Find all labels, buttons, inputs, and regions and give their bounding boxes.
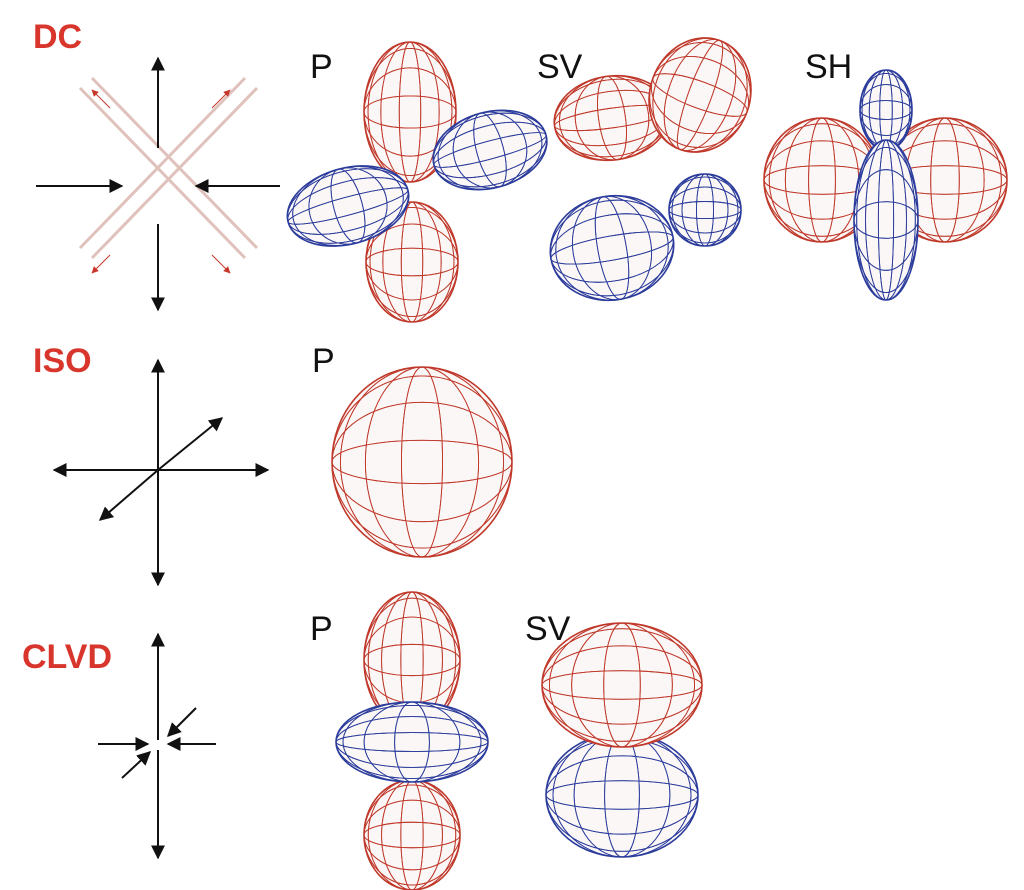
clvd-arrow-diag-ne-in (167, 707, 197, 737)
mesh-lobe (363, 779, 461, 890)
dc-red-arrow-nw (91, 89, 111, 109)
mesh-lobe (859, 69, 913, 151)
dc-p-label: P (310, 48, 333, 86)
mesh-lobe (648, 37, 752, 153)
clvd-p-pattern (335, 591, 489, 890)
mesh-lobe (365, 201, 459, 323)
mesh-lobe (286, 165, 410, 247)
mesh-lobe (553, 74, 671, 162)
row-label-iso: ISO (33, 342, 92, 380)
iso-arrow-diag-sw (98, 469, 159, 521)
clvd-sv-label: SV (525, 610, 571, 648)
clvd-p-label: P (310, 610, 333, 648)
dc-p-pattern (286, 41, 548, 323)
iso-p-label: P (312, 342, 335, 380)
mesh-lobe (549, 194, 675, 302)
mesh-lobe (541, 622, 703, 748)
dc-red-arrow-sw (91, 254, 111, 274)
mesh-lobe (331, 366, 513, 558)
mesh-lobe (545, 732, 699, 858)
mesh-lobe (363, 41, 457, 183)
row-label-dc: DC (33, 18, 82, 56)
clvd-arrow-diag-sw-in (121, 751, 152, 779)
mesh-lobe (668, 173, 742, 247)
dc-red-arrow-ne (211, 89, 231, 109)
row-label-clvd: CLVD (22, 638, 112, 676)
dc-sv-label: SV (537, 48, 583, 86)
dc-sh-pattern (763, 69, 1008, 301)
mesh-lobe (853, 139, 919, 301)
iso-force-diagram (52, 358, 270, 587)
clvd-sv-pattern (541, 622, 703, 858)
dc-red-arrow-se (211, 254, 231, 274)
iso-p-pattern (331, 366, 513, 558)
dc-sv-pattern (549, 37, 752, 302)
mesh-lobe (335, 701, 489, 783)
mesh-lobe (432, 109, 548, 191)
clvd-force-diagram (98, 632, 216, 860)
dc-force-diagram (36, 56, 280, 312)
iso-arrow-diag-ne (157, 417, 224, 471)
dc-sh-label: SH (805, 48, 852, 86)
